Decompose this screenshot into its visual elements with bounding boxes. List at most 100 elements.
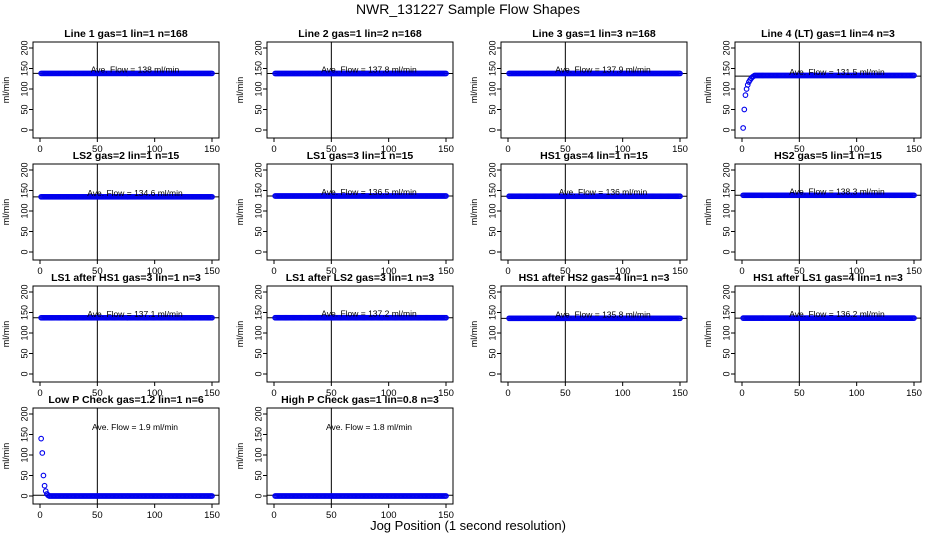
plot-frame [32,285,220,383]
x-tick-label: 0 [37,266,42,277]
data-point [209,493,215,499]
x-tick-label: 50 [794,388,805,399]
y-tick-label: 200 [253,406,263,421]
chart-title: HS1 after HS2 gas=4 lin=1 n=3 [519,272,670,284]
x-tick-label: 150 [438,144,454,155]
x-tick-label: 0 [739,266,744,277]
x-tick-label: 50 [560,144,571,155]
page-title: NWR_131227 Sample Flow Shapes [355,1,581,17]
data-point [42,488,49,494]
y-tick-label: 100 [721,325,731,340]
chart-title: Line 4 (LT) gas=1 lin=4 n=3 [761,28,895,40]
y-axis-label: ml/min [703,199,713,226]
avg-flow-annotation: Ave. Flow = 1.8 ml/min [326,422,412,432]
x-tick-label: 50 [92,144,103,155]
chart-panel: LS1 after LS2 gas=3 lin=1 n=3 ml/min 0 50 10… [235,272,454,399]
y-tick-label: 150 [721,183,731,198]
y-tick-label: 150 [253,427,263,442]
y-tick-label: 50 [19,226,29,236]
x-tick-label: 100 [849,266,865,277]
x-tick-label: 50 [326,266,337,277]
y-axis-label: ml/min [703,321,713,348]
chart-title: LS1 gas=3 lin=1 n=15 [307,150,414,162]
y-tick-label: 0 [253,493,263,498]
data-point [38,435,44,442]
y-tick-label: 200 [19,406,29,421]
plot-frame [32,41,220,139]
chart-title: Line 2 gas=1 lin=2 n=168 [298,28,422,40]
chart-panel: HS2 gas=5 lin=1 n=15 ml/min 0 50 100 150 0 50 10… [703,150,922,277]
plot-frame [500,285,688,383]
y-tick-label: 100 [253,447,263,462]
data-point [911,192,917,199]
x-tick-label: 100 [147,144,163,155]
avg-flow-annotation: Ave. Flow = 138 ml/min [91,64,180,74]
x-tick-label: 100 [849,144,865,155]
plot-frame [734,163,922,261]
chart-panel: HS1 gas=4 lin=1 n=15 ml/min 0 50 100 150 0 50 10… [469,150,688,277]
data-point [744,82,751,88]
y-tick-label: 100 [19,81,29,96]
y-tick-label: 50 [487,348,497,358]
chart-panel: Line 1 gas=1 lin=1 n=168 ml/min 0 50 100 150 0… [1,28,220,155]
y-tick-label: 200 [487,162,497,177]
chart-panel: Line 4 (LT) gas=1 lin=4 n=3 ml/min 0 50 100 1… [703,28,922,155]
x-tick-label: 50 [560,266,571,277]
x-axis-caption: Jog Position (1 second resolution) [370,518,566,533]
x-tick-label: 50 [92,510,103,521]
avg-flow-annotation: Ave. Flow = 137.9 ml/min [555,64,651,74]
chart-panel: LS1 gas=3 lin=1 n=15 ml/min 0 50 100 150 0 50 10… [235,150,454,277]
y-tick-label: 200 [721,40,731,55]
avg-flow-annotation: Ave. Flow = 137.2 ml/min [321,309,417,319]
data-point [742,92,749,98]
y-tick-label: 100 [253,203,263,218]
y-axis-label: ml/min [235,321,245,348]
x-tick-label: 50 [326,510,337,521]
x-tick-label: 150 [438,266,454,277]
chart-title: LS1 after HS1 gas=3 lin=1 n=3 [51,272,201,284]
y-tick-label: 200 [19,162,29,177]
x-tick-label: 150 [672,388,688,399]
avg-flow-annotation: Ave. Flow = 1.9 ml/min [92,422,178,432]
x-tick-label: 0 [37,510,42,521]
y-tick-label: 100 [721,81,731,96]
y-tick-label: 0 [721,249,731,254]
y-tick-label: 200 [253,40,263,55]
chart-panel: LS2 gas=2 lin=1 n=15 ml/min 0 50 100 150 0 50 10… [1,150,220,277]
x-tick-label: 0 [739,388,744,399]
y-tick-label: 50 [19,470,29,480]
data-point [741,106,748,113]
x-tick-label: 0 [271,266,276,277]
chart-panel: Low P Check gas=1.2 lin=1 n=6 ml/min 0 50 10… [1,394,220,521]
plot-frame [266,407,454,505]
data-point [209,314,215,321]
y-axis-label: ml/min [1,199,11,226]
chart-title: HS2 gas=5 lin=1 n=15 [774,150,882,162]
y-tick-label: 200 [19,284,29,299]
y-tick-label: 150 [721,61,731,76]
x-tick-label: 150 [906,388,922,399]
data-point [443,70,449,77]
x-tick-label: 150 [906,144,922,155]
data-point [40,472,47,479]
x-tick-label: 0 [37,388,42,399]
avg-flow-annotation: Ave. Flow = 136 ml/min [559,187,648,197]
chart-panel: High P Check gas=1 lin=0.8 n=3 ml/min 0 50 1… [235,394,454,521]
x-tick-label: 100 [849,388,865,399]
chart-panel: Line 3 gas=1 lin=3 n=168 ml/min 0 50 100 150 0… [469,28,688,155]
y-tick-label: 0 [19,127,29,132]
y-tick-label: 50 [487,226,497,236]
y-axis-label: ml/min [469,199,479,226]
y-tick-label: 100 [253,325,263,340]
y-tick-label: 50 [19,348,29,358]
y-tick-label: 0 [487,127,497,132]
x-tick-label: 150 [672,266,688,277]
y-tick-label: 0 [253,127,263,132]
y-tick-label: 200 [253,284,263,299]
chart-panel: HS1 after HS2 gas=4 lin=1 n=3 ml/min 0 50 10… [469,272,688,399]
y-tick-label: 200 [253,162,263,177]
x-tick-label: 0 [505,388,510,399]
avg-flow-annotation: Ave. Flow = 137.1 ml/min [87,309,183,319]
x-tick-label: 0 [37,144,42,155]
